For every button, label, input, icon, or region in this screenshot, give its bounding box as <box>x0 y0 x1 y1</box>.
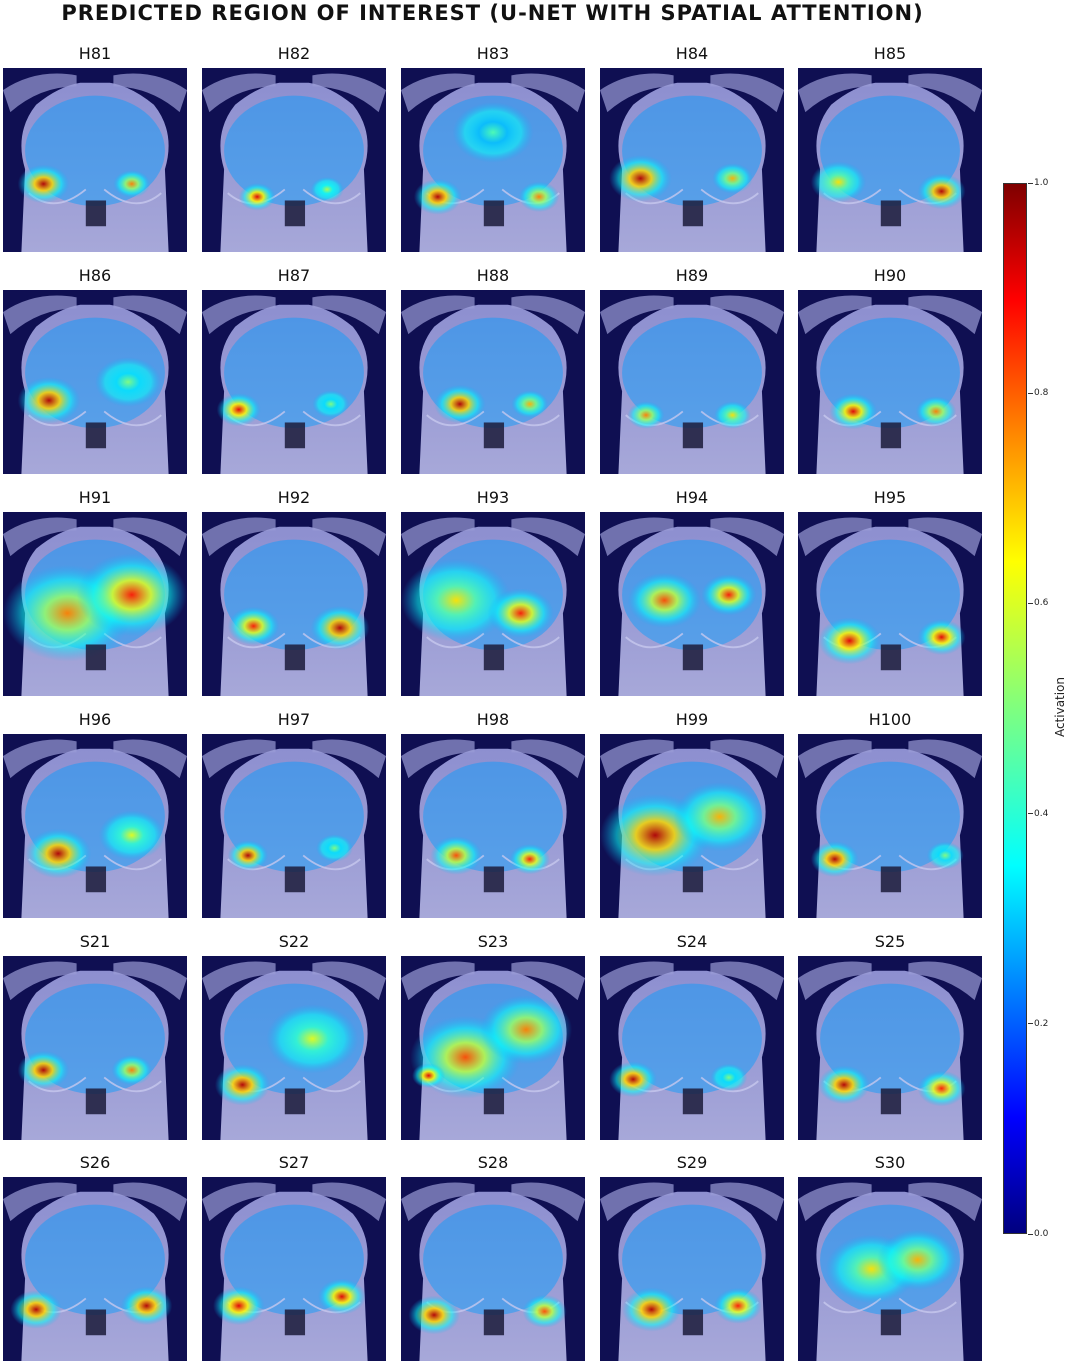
panel-label: S28 <box>477 1153 509 1172</box>
heatmap-grid: H81 H82 H83 H84 H85 H86 H87 H88 H89 H90 H91 H92 H93 H… <box>3 44 982 1361</box>
thermal-heatmap-image <box>202 1177 386 1361</box>
thermal-heatmap-image <box>600 956 784 1140</box>
panel-label: H90 <box>873 266 907 285</box>
panel-label: S25 <box>874 932 906 951</box>
figure-title: PREDICTED REGION OF INTEREST (U-NET WITH… <box>61 1 924 25</box>
panel-label: H94 <box>675 488 709 507</box>
colorbar-label: Activation <box>1053 676 1065 738</box>
panel-label: H91 <box>78 488 112 507</box>
panel-label: H95 <box>873 488 907 507</box>
thermal-heatmap-image <box>798 734 982 918</box>
thermal-heatmap-image <box>202 956 386 1140</box>
panel-label: H98 <box>476 710 510 729</box>
panel-label: H97 <box>277 710 311 729</box>
thermal-heatmap-image <box>3 512 187 696</box>
thermal-heatmap-image <box>798 68 982 252</box>
colorbar-tick <box>1028 182 1033 184</box>
thermal-heatmap-image <box>202 734 386 918</box>
thermal-heatmap-image <box>600 1177 784 1361</box>
colorbar-tick-label: 1.0 <box>1034 178 1049 188</box>
panel-label: S24 <box>676 932 708 951</box>
panel-label: S29 <box>676 1153 708 1172</box>
colorbar-tick-label: 0.0 <box>1034 1229 1049 1239</box>
thermal-heatmap-image <box>3 1177 187 1361</box>
thermal-heatmap-image <box>600 734 784 918</box>
thermal-heatmap-image <box>401 68 585 252</box>
thermal-heatmap-image <box>798 290 982 474</box>
panel-label: H100 <box>868 710 912 729</box>
colorbar-tick-label: 0.2 <box>1034 1018 1049 1029</box>
thermal-heatmap-image <box>798 512 982 696</box>
colorbar <box>1003 183 1027 1234</box>
thermal-heatmap-image <box>401 512 585 696</box>
thermal-heatmap-image <box>202 512 386 696</box>
panel-label: S26 <box>79 1153 111 1172</box>
panel-label: S27 <box>278 1153 310 1172</box>
thermal-heatmap-image <box>3 290 187 474</box>
panel-label: H81 <box>78 44 112 63</box>
panel-label: H89 <box>675 266 709 285</box>
colorbar-tick <box>1028 1233 1033 1235</box>
panel-label: H84 <box>675 44 709 63</box>
panel-label: H87 <box>277 266 311 285</box>
panel-label: S22 <box>278 932 310 951</box>
colorbar-tick-label: 0.6 <box>1034 598 1049 609</box>
thermal-heatmap-image <box>401 290 585 474</box>
panel-label: S21 <box>79 932 111 951</box>
thermal-heatmap-image <box>401 1177 585 1361</box>
colorbar-tick-label: 0.8 <box>1034 388 1049 399</box>
thermal-heatmap-image <box>600 68 784 252</box>
panel-label: H85 <box>873 44 907 63</box>
panel-label: H99 <box>675 710 709 729</box>
thermal-heatmap-image <box>798 956 982 1140</box>
panel-label: S23 <box>477 932 509 951</box>
thermal-heatmap-image <box>3 68 187 252</box>
colorbar-tick-label: 0.4 <box>1034 808 1049 819</box>
thermal-heatmap-image <box>798 1177 982 1361</box>
thermal-heatmap-image <box>3 956 187 1140</box>
panel-label: H83 <box>476 44 510 63</box>
panel-label: H82 <box>277 44 311 63</box>
panel-label: H96 <box>78 710 112 729</box>
panel-label: H92 <box>277 488 311 507</box>
colorbar-tick <box>1028 392 1033 394</box>
thermal-heatmap-image <box>401 734 585 918</box>
colorbar-tick <box>1028 602 1033 604</box>
colorbar-tick <box>1028 1023 1033 1025</box>
thermal-heatmap-image <box>600 512 784 696</box>
panel-label: S30 <box>874 1153 906 1172</box>
colorbar-tick <box>1028 813 1033 815</box>
panel-label: H93 <box>476 488 510 507</box>
thermal-heatmap-image <box>401 956 585 1140</box>
panel-label: H86 <box>78 266 112 285</box>
thermal-heatmap-image <box>202 290 386 474</box>
panel-label: H88 <box>476 266 510 285</box>
thermal-heatmap-image <box>202 68 386 252</box>
thermal-heatmap-image <box>600 290 784 474</box>
thermal-heatmap-image <box>3 734 187 918</box>
